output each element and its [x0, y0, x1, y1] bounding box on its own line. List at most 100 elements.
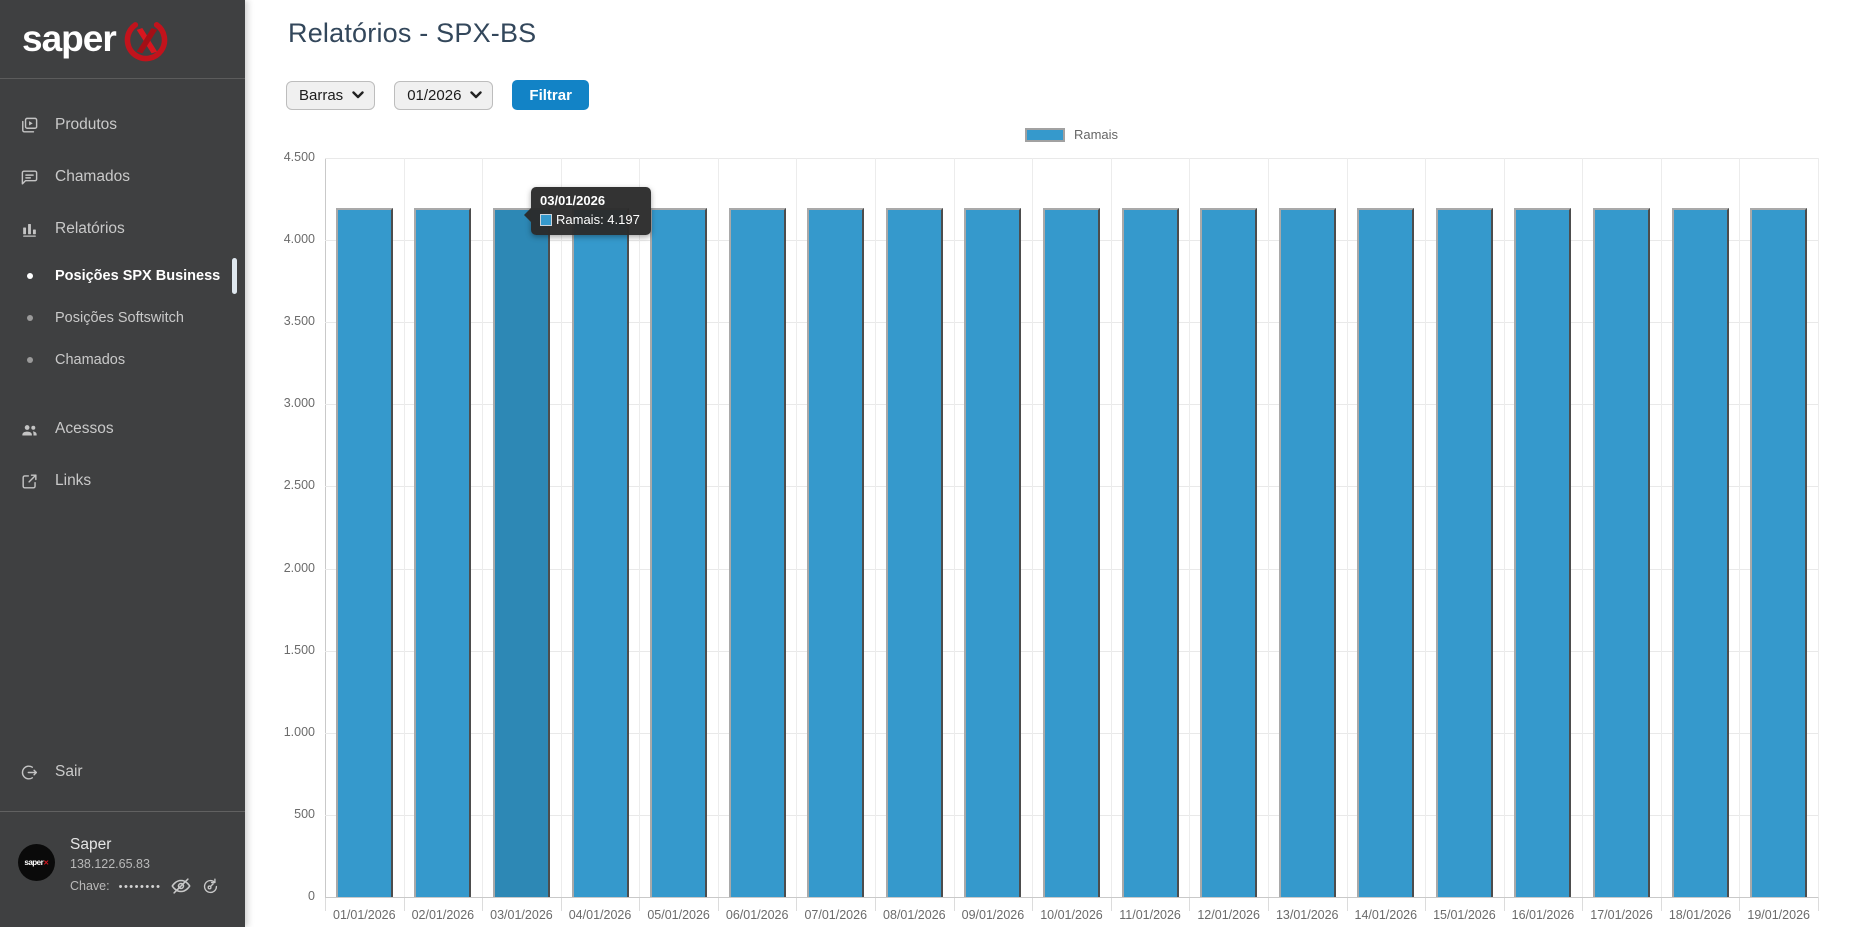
sidebar-item-label: Sair — [55, 763, 83, 780]
chart-legend: Ramais — [325, 127, 1818, 142]
bar-05/01/2026[interactable] — [650, 207, 708, 897]
sidebar-item-chamados[interactable]: Chamados — [0, 339, 245, 381]
axis-tick — [1739, 897, 1741, 911]
bar-18/01/2026[interactable] — [1671, 207, 1729, 897]
sidebar-item-label: Posições SPX Business — [55, 268, 221, 284]
y-axis-label: 0 — [308, 889, 315, 903]
avatar: saper✕ — [18, 844, 55, 881]
axis-tick — [796, 897, 798, 911]
sidebar-item-label: Acessos — [55, 420, 114, 437]
bar-04/01/2026[interactable] — [571, 207, 629, 897]
gridline-v — [482, 158, 484, 897]
tooltip-value: Ramais: 4.197 — [556, 212, 640, 227]
legend-swatch — [1024, 127, 1065, 142]
sidebar-item-chamados[interactable]: Chamados — [0, 151, 245, 203]
x-axis-label: 07/01/2026 — [804, 908, 868, 922]
bar-15/01/2026[interactable] — [1435, 207, 1493, 897]
chart-type-value: Barras — [299, 86, 344, 104]
bar-14/01/2026[interactable] — [1357, 207, 1415, 897]
axis-tick — [875, 897, 877, 911]
x-axis-label: 08/01/2026 — [883, 908, 946, 922]
bar-01/01/2026[interactable] — [335, 207, 393, 897]
x-axis-label: 09/01/2026 — [961, 908, 1025, 922]
bar-16/01/2026[interactable] — [1514, 207, 1572, 897]
period-select[interactable]: 01/2026 — [394, 80, 494, 110]
bar-03/01/2026[interactable] — [492, 207, 550, 897]
axis-tick — [1818, 897, 1819, 911]
x-axis-label: 04/01/2026 — [568, 908, 632, 922]
bar-06/01/2026[interactable] — [728, 207, 786, 897]
reset-key-icon[interactable] — [201, 877, 220, 896]
x-axis-label: 16/01/2026 — [1511, 908, 1575, 922]
x-axis-label: 18/01/2026 — [1668, 908, 1732, 922]
bar-09/01/2026[interactable] — [964, 207, 1022, 897]
y-axis-label: 1.000 — [283, 724, 315, 739]
bullet-icon — [20, 315, 39, 321]
x-axis-label: 14/01/2026 — [1354, 908, 1418, 922]
chat-icon — [20, 168, 39, 187]
reports-icon — [20, 220, 39, 239]
x-axis-label: 05/01/2026 — [647, 908, 710, 922]
sidebar-item-links[interactable]: Links — [0, 455, 245, 507]
bar-11/01/2026[interactable] — [1121, 207, 1179, 897]
sidebar-item-label: Links — [55, 472, 92, 489]
bar-08/01/2026[interactable] — [885, 207, 943, 897]
axis-tick — [1032, 897, 1034, 911]
chart-type-select[interactable]: Barras — [286, 80, 376, 110]
sidebar-item-label: Posições Softswitch — [55, 310, 184, 326]
sidebar-item-acessos[interactable]: Acessos — [0, 403, 245, 455]
logo: saper — [0, 0, 245, 79]
bar-02/01/2026[interactable] — [414, 207, 472, 897]
user-key-row: Chave: •••••••• — [70, 875, 220, 897]
axis-tick — [1189, 897, 1191, 911]
legend-label: Ramais — [1073, 127, 1119, 142]
key-label: Chave: — [70, 879, 110, 893]
gridline-v — [1032, 158, 1034, 897]
logo-text: saper — [22, 18, 117, 59]
bar-19/01/2026[interactable] — [1750, 207, 1808, 897]
gridline-v — [717, 158, 719, 897]
sidebar-item-posi-es-softswitch[interactable]: Posições Softswitch — [0, 297, 245, 339]
y-axis-label: 2.000 — [283, 560, 315, 575]
gridline-v — [1739, 158, 1741, 897]
gridline-v — [1818, 158, 1819, 897]
sidebar-item-label: Chamados — [55, 352, 126, 368]
axis-tick — [1425, 897, 1427, 911]
eye-off-icon[interactable] — [170, 875, 192, 897]
page-title: Relatórios - SPX-BS — [288, 18, 537, 48]
bar-13/01/2026[interactable] — [1278, 207, 1336, 897]
x-axis-label: 01/01/2026 — [333, 908, 396, 922]
divider — [0, 811, 245, 812]
gridline-v — [1110, 158, 1112, 897]
x-axis-label: 02/01/2026 — [411, 908, 475, 922]
sidebar-item-sair[interactable]: Sair — [0, 746, 245, 798]
sidebar-item-relat-rios[interactable]: Relatórios — [0, 203, 245, 255]
filtrar-button[interactable]: Filtrar — [512, 80, 589, 110]
chart-tooltip: 03/01/2026 Ramais: 4.197 — [524, 187, 651, 235]
sidebar-item-posi-es-spx-business[interactable]: Posições SPX Business — [0, 255, 245, 297]
y-axis-label: 3.000 — [283, 396, 315, 411]
x-axis-label: 10/01/2026 — [1040, 908, 1103, 922]
key-mask: •••••••• — [118, 881, 162, 893]
main-content: Relatórios - SPX-BS Barras 01/2026 Filtr… — [245, 0, 1854, 927]
axis-tick — [325, 897, 326, 911]
x-axis-label: 06/01/2026 — [725, 908, 789, 922]
sidebar-item-produtos[interactable]: Produtos — [0, 99, 245, 151]
axis-tick — [1503, 897, 1505, 911]
bar-07/01/2026[interactable] — [807, 207, 865, 897]
people-icon — [20, 420, 39, 439]
bar-10/01/2026[interactable] — [1043, 207, 1100, 897]
gridline-v — [953, 158, 955, 897]
bar-17/01/2026[interactable] — [1593, 207, 1651, 897]
gridline-v — [875, 158, 877, 897]
bar-chart: 0 500 1.000 1.500 2.000 2.500 3.000 3.500 4.000 4… — [284, 150, 1819, 922]
gridline-v — [1660, 158, 1662, 897]
x-axis-label: 19/01/2026 — [1747, 908, 1810, 922]
link-icon — [20, 472, 39, 491]
x-axis-label: 17/01/2026 — [1590, 908, 1653, 922]
gridline-v — [1267, 158, 1269, 897]
bar-12/01/2026[interactable] — [1200, 207, 1258, 897]
axis-tick — [1660, 897, 1662, 911]
gridline-v — [1346, 158, 1348, 897]
